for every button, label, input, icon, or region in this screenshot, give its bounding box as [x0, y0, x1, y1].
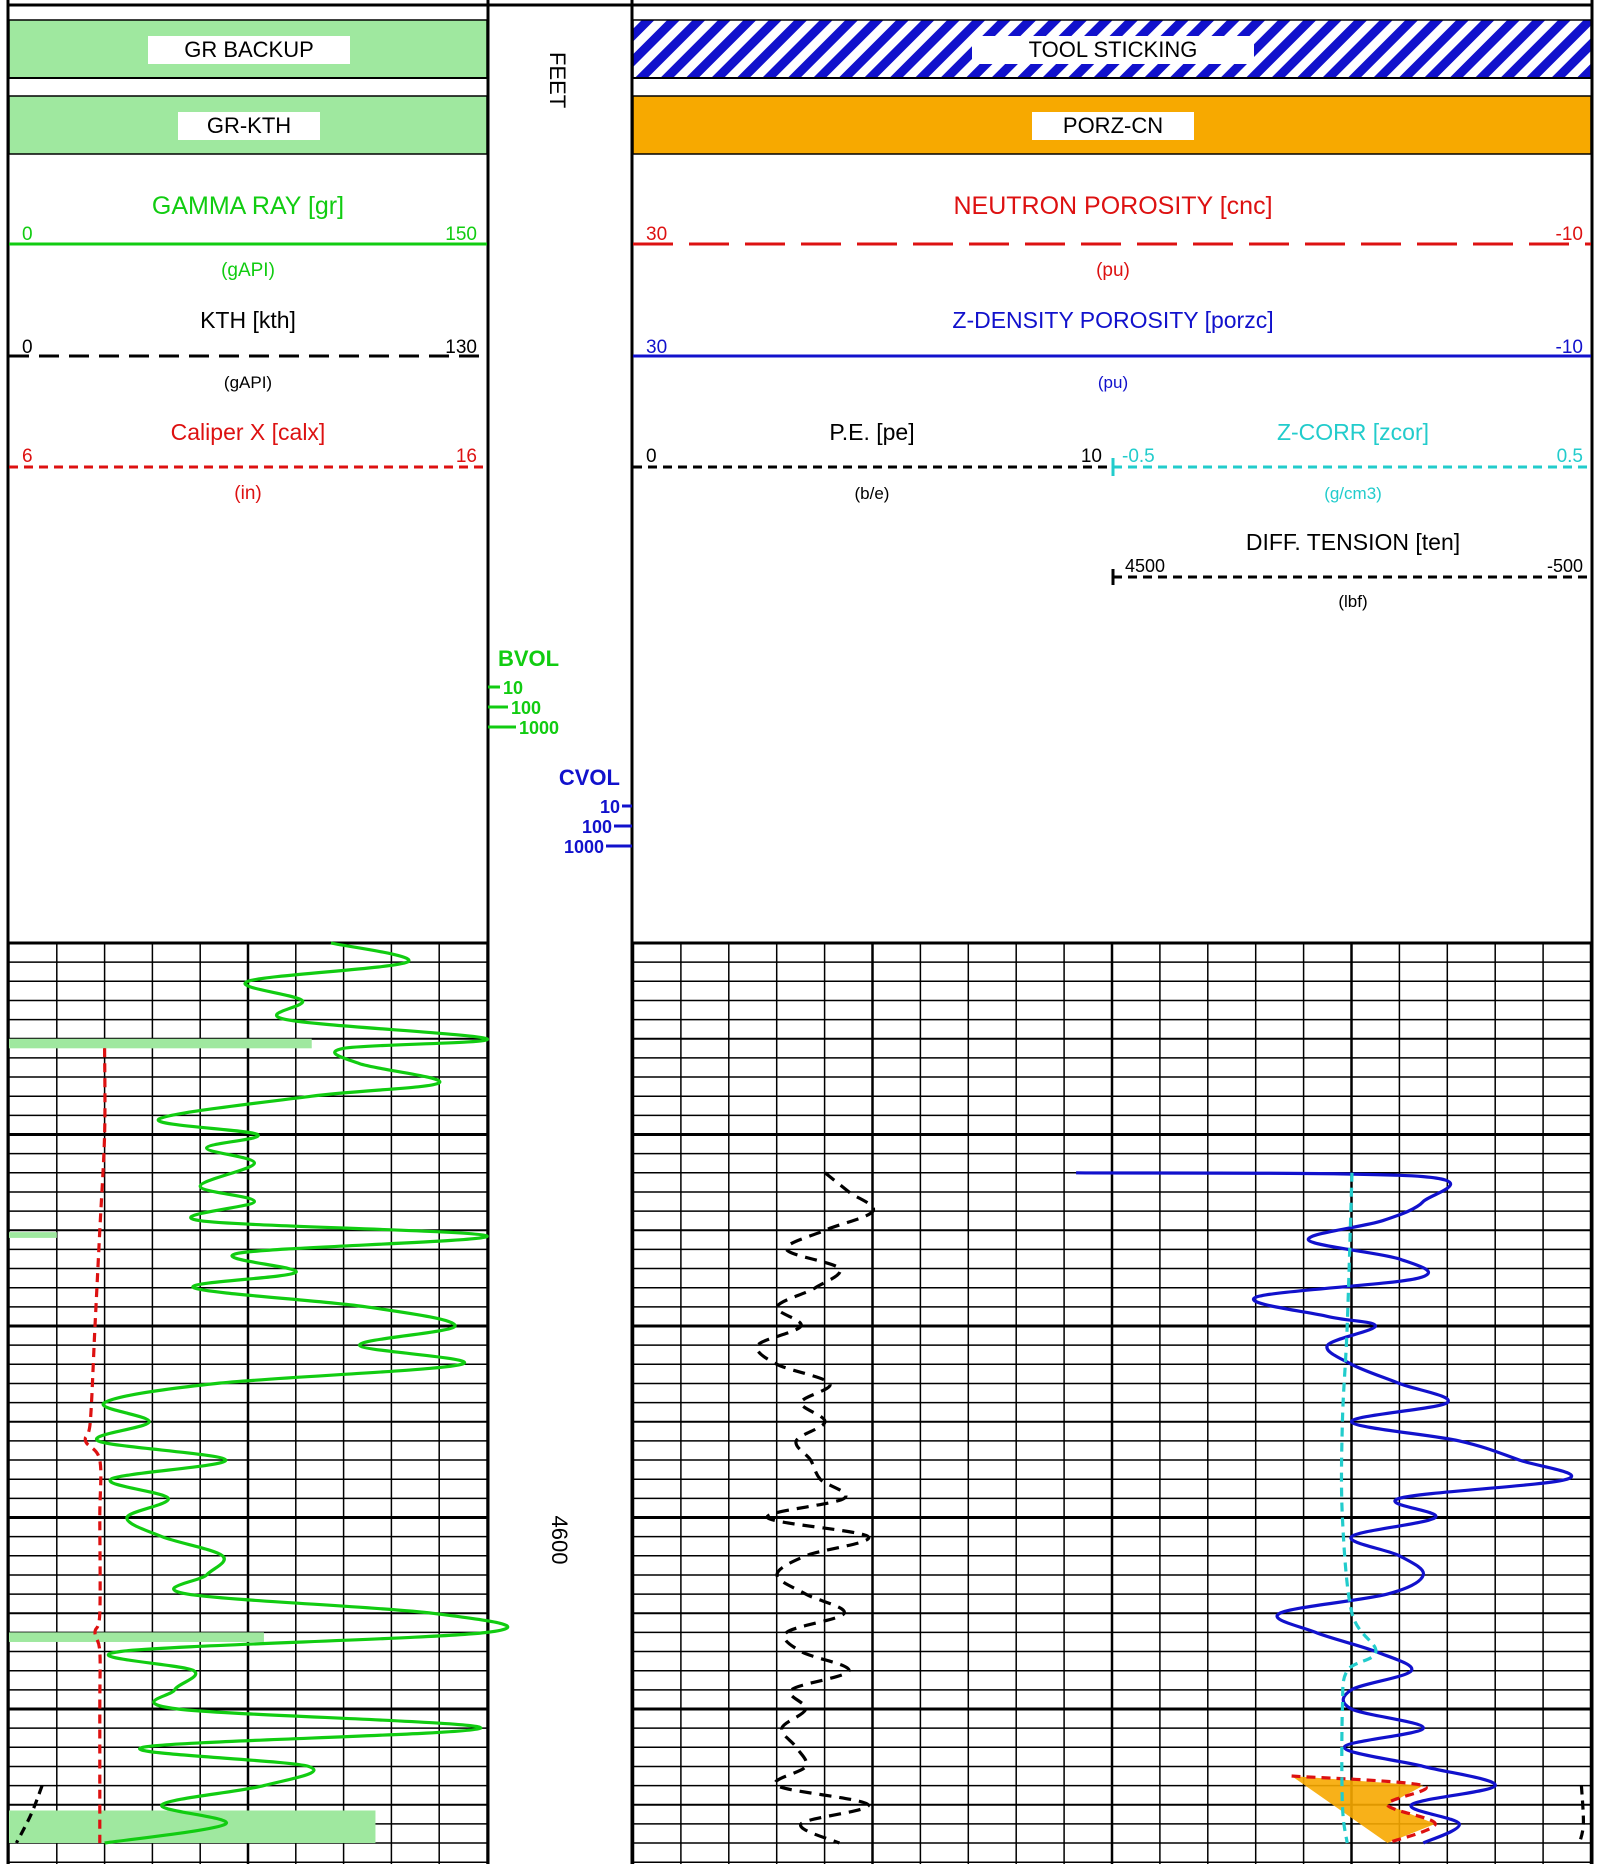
gr-backup-fill: [9, 1810, 376, 1844]
ten-unit: (lbf): [1338, 592, 1367, 611]
zcor-left-scale: -0.5: [1122, 446, 1155, 467]
cnc-right-scale: -10: [1556, 224, 1583, 245]
kth-left-scale: 0: [22, 337, 33, 358]
depth-track-header: FEET BVOL 10 100 1000 CVOL 10 100 1000 4…: [488, 52, 632, 1564]
bvol-tick-100: 100: [511, 698, 541, 718]
log-curves: [14, 941, 1586, 1845]
bvol-tick-1000: 1000: [519, 718, 559, 738]
tool-sticking-label: TOOL STICKING: [1029, 37, 1198, 62]
header-porzc: Z-DENSITY POROSITY [porzc] 30 -10 (pu): [633, 307, 1591, 392]
depth-label-4600: 4600: [547, 1516, 572, 1565]
kth-curve-name: KTH [kth]: [200, 307, 296, 333]
pe-unit: (b/e): [855, 484, 890, 503]
porzc-unit: (pu): [1098, 373, 1128, 392]
gr-unit: (gAPI): [221, 260, 275, 281]
cvol-tick-100: 100: [582, 817, 612, 837]
kth-right-scale: 130: [445, 337, 477, 358]
header-kth: KTH [kth] 0 130 (gAPI): [9, 307, 487, 392]
cvol-title: CVOL: [559, 765, 620, 790]
log-grid: [8, 941, 1593, 1864]
gr-kth-label: GR-KTH: [207, 113, 291, 138]
gr-left-scale: 0: [22, 224, 33, 245]
gr-backup-fill: [9, 1632, 264, 1642]
curve-zcor: [1339, 1172, 1378, 1844]
gr-backup-fill: [9, 1038, 312, 1049]
gr-right-scale: 150: [445, 224, 477, 245]
pe-left-scale: 0: [646, 446, 657, 467]
header-gr: GAMMA RAY [gr] 0 150 (gAPI): [9, 192, 487, 281]
calx-unit: (in): [234, 483, 261, 504]
ten-left-scale: 4500: [1125, 556, 1165, 576]
pe-right-scale: 10: [1081, 446, 1102, 467]
zcor-right-scale: 0.5: [1557, 446, 1583, 467]
header-pe: P.E. [pe] 0 10 (b/e): [633, 419, 1110, 503]
gr-backup-fill: [9, 1232, 57, 1238]
calx-left-scale: 6: [22, 446, 33, 467]
porzc-right-scale: -10: [1556, 337, 1583, 358]
porzc-left-scale: 30: [646, 337, 667, 358]
calx-right-scale: 16: [456, 446, 477, 467]
pe-curve-name: P.E. [pe]: [829, 419, 914, 445]
curve-fills: [9, 1038, 1436, 1844]
curve-porzc: [1076, 1171, 1574, 1845]
curve-pe: [755, 1171, 876, 1845]
curve-kth: [14, 1785, 44, 1844]
cvol-tick-10: 10: [600, 797, 620, 817]
porzc-curve-name: Z-DENSITY POROSITY [porzc]: [952, 307, 1273, 333]
porz-cn-label: PORZ-CN: [1063, 113, 1163, 138]
zcor-unit: (g/cm3): [1324, 484, 1382, 503]
header-cnc: NEUTRON POROSITY [cnc] 30 -10 (pu): [633, 192, 1591, 281]
gr-backup-label: GR BACKUP: [184, 37, 314, 62]
curve-gr: [94, 941, 510, 1845]
ten-curve-name: DIFF. TENSION [ten]: [1246, 529, 1460, 555]
kth-unit: (gAPI): [224, 373, 272, 392]
bvol-title: BVOL: [498, 646, 559, 671]
ten-right-scale: -500: [1547, 556, 1583, 576]
cnc-left-scale: 30: [646, 224, 667, 245]
cnc-curve-name: NEUTRON POROSITY [cnc]: [953, 192, 1272, 220]
curve-ten: [1577, 1785, 1586, 1844]
porz-cn-crossover-fill: [1291, 1776, 1436, 1843]
gr-curve-name: GAMMA RAY [gr]: [152, 192, 344, 220]
calx-curve-name: Caliper X [calx]: [171, 419, 326, 445]
header-zcor: Z-CORR [zcor] -0.5 0.5 (g/cm3): [1111, 419, 1591, 503]
curve-calx: [83, 1048, 107, 1843]
cnc-unit: (pu): [1096, 260, 1130, 281]
cvol-tick-1000: 1000: [564, 837, 604, 857]
depth-unit-label: FEET: [545, 52, 570, 108]
bvol-tick-10: 10: [503, 678, 523, 698]
zcor-curve-name: Z-CORR [zcor]: [1277, 419, 1429, 445]
curve-cnc: [1291, 1774, 1437, 1845]
header-ten: DIFF. TENSION [ten] 4500 -500 (lbf): [1111, 529, 1591, 611]
legend-bars: GR BACKUP GR-KTH TOOL STICKING PORZ-CN: [8, 19, 1592, 155]
header-calx: Caliper X [calx] 6 16 (in): [9, 419, 487, 504]
